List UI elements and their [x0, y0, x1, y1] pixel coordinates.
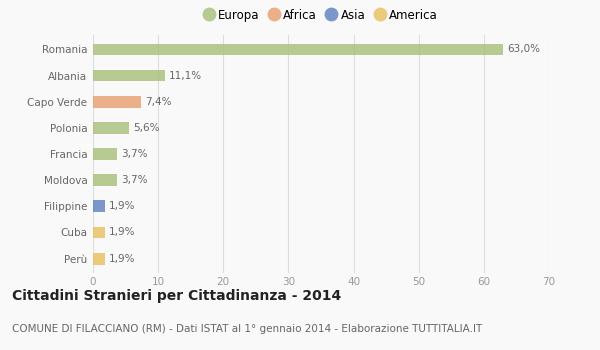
Text: 3,7%: 3,7% — [121, 175, 148, 185]
Bar — [93, 70, 166, 82]
Text: 11,1%: 11,1% — [169, 71, 202, 80]
Text: 63,0%: 63,0% — [508, 44, 541, 54]
Bar — [93, 201, 106, 212]
Bar — [93, 148, 117, 160]
Text: 3,7%: 3,7% — [121, 149, 148, 159]
Text: 7,4%: 7,4% — [145, 97, 172, 107]
Bar — [93, 122, 130, 134]
Text: 1,9%: 1,9% — [109, 201, 136, 211]
Bar — [93, 226, 106, 238]
Bar — [93, 43, 503, 55]
Text: 1,9%: 1,9% — [109, 254, 136, 264]
Bar — [93, 174, 117, 186]
Bar — [93, 253, 106, 265]
Legend: Europa, Africa, Asia, America: Europa, Africa, Asia, America — [202, 7, 440, 24]
Text: COMUNE DI FILACCIANO (RM) - Dati ISTAT al 1° gennaio 2014 - Elaborazione TUTTITA: COMUNE DI FILACCIANO (RM) - Dati ISTAT a… — [12, 324, 482, 334]
Text: Cittadini Stranieri per Cittadinanza - 2014: Cittadini Stranieri per Cittadinanza - 2… — [12, 289, 341, 303]
Bar — [93, 96, 141, 107]
Text: 1,9%: 1,9% — [109, 228, 136, 237]
Text: 5,6%: 5,6% — [133, 123, 160, 133]
